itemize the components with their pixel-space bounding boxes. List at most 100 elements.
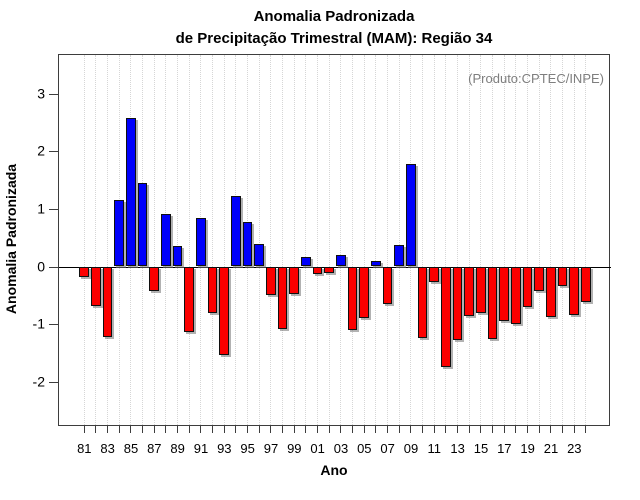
gridline-2014 (468, 55, 470, 425)
x-tick-1994 (235, 425, 237, 433)
gridline-2004 (352, 55, 354, 425)
gridline-1989 (177, 55, 179, 425)
bar-2012 (441, 266, 451, 368)
y-tick--1 (49, 324, 58, 326)
bar-2001 (312, 266, 323, 274)
bar-1984 (114, 199, 125, 267)
bar-2009 (406, 163, 416, 267)
y-tick-label-3: 3 (37, 85, 45, 102)
gridline-1999 (293, 55, 295, 425)
gridline-1998 (282, 55, 284, 425)
y-tick-label-2: 2 (37, 142, 45, 159)
x-tick-1985 (130, 425, 132, 433)
bar-2018 (511, 266, 521, 324)
bar-2006 (371, 261, 381, 267)
x-tick-1995 (247, 425, 249, 433)
bar-2015 (476, 266, 486, 313)
bar-2008 (394, 244, 405, 267)
gridline-2000 (305, 55, 307, 425)
bar-1996 (254, 244, 265, 267)
x-tick-label-87: 87 (147, 441, 162, 456)
x-tick-2024 (585, 425, 587, 433)
x-tick-1983 (107, 425, 109, 433)
x-tick-label-93: 93 (217, 441, 232, 456)
x-tick-2008 (398, 425, 400, 433)
gridline-2017 (503, 55, 505, 425)
gridline-2005 (363, 55, 365, 425)
y-tick-2 (49, 151, 58, 153)
gridline-1982 (95, 55, 97, 425)
x-tick-1988 (165, 425, 167, 433)
bar-1995 (242, 222, 253, 267)
plot-canvas: -2 -1 0 1 2 3 81 83 85 87 89 91 93 95 97 99 01 03 05 07 09 11… (33, 55, 611, 456)
bar-2014 (464, 266, 475, 317)
x-tick-1993 (223, 425, 225, 433)
x-tick-label-17: 17 (497, 441, 512, 456)
x-tick-2021 (550, 425, 552, 433)
gridline-1987 (153, 55, 155, 425)
x-tick-label-21: 21 (543, 441, 559, 456)
bar-1987 (149, 266, 160, 292)
x-tick-2018 (515, 425, 517, 433)
gridline-2019 (527, 55, 529, 425)
x-tick-label-19: 19 (520, 441, 535, 456)
bar-2013 (452, 266, 463, 341)
x-tick-label-81: 81 (77, 441, 92, 456)
x-tick-label-07: 07 (380, 441, 395, 456)
gridline-2015 (480, 55, 482, 425)
x-axis-label: Ano (320, 462, 348, 478)
x-tick-1999 (293, 425, 295, 433)
x-tick-1998 (282, 425, 284, 433)
gridline-1992 (212, 55, 214, 425)
y-tick-3 (49, 93, 58, 95)
gridline-1997 (270, 55, 272, 425)
x-tick-1992 (212, 425, 214, 433)
x-tick-2000 (305, 425, 307, 433)
bar-1988 (161, 213, 171, 267)
chart-title-line1: Anomalia Padronizada (253, 8, 415, 25)
x-tick-1981 (83, 425, 85, 433)
x-tick-label-13: 13 (450, 441, 465, 456)
x-tick-1987 (153, 425, 155, 433)
gridline-2022 (562, 55, 564, 425)
bar-1994 (231, 196, 241, 267)
bar-2004 (347, 266, 358, 331)
x-tick-2012 (445, 425, 447, 433)
bar-2003 (336, 254, 346, 267)
x-tick-2022 (562, 425, 564, 433)
x-tick-2005 (363, 425, 365, 433)
x-tick-2011 (433, 425, 435, 433)
bar-2016 (487, 266, 498, 339)
gridline-2011 (433, 55, 435, 425)
chart-title: Anomalia Padronizada de Precipitação Tri… (58, 6, 610, 50)
x-tick-label-91: 91 (193, 441, 209, 456)
bar-2011 (429, 266, 440, 283)
x-tick-2017 (503, 425, 505, 433)
gridline-2012 (445, 55, 447, 425)
x-tick-2015 (480, 425, 482, 433)
x-tick-label-95: 95 (240, 441, 255, 456)
x-tick-2013 (457, 425, 459, 433)
x-tick-2010 (422, 425, 424, 433)
x-tick-2023 (573, 425, 575, 433)
gridline-2021 (550, 55, 552, 425)
gridline-1993 (223, 55, 225, 425)
bar-1999 (289, 266, 300, 294)
chart-title-line2: de Precipitação Trimestral (MAM): Região… (175, 30, 493, 47)
bar-1981 (79, 266, 90, 278)
bar-1998 (277, 266, 288, 329)
x-tick-2006 (375, 425, 377, 433)
x-tick-1989 (177, 425, 179, 433)
bar-2023 (569, 266, 580, 316)
gridline-2020 (538, 55, 540, 425)
x-tick-label-83: 83 (100, 441, 115, 456)
x-tick-label-97: 97 (263, 441, 279, 456)
x-tick-2014 (468, 425, 470, 433)
x-tick-1990 (188, 425, 190, 433)
bar-1990 (184, 266, 195, 332)
gridline-2010 (422, 55, 424, 425)
gridline-2023 (573, 55, 575, 425)
x-tick-label-23: 23 (567, 441, 582, 456)
x-tick-label-05: 05 (357, 441, 372, 456)
bar-2002 (324, 266, 335, 274)
